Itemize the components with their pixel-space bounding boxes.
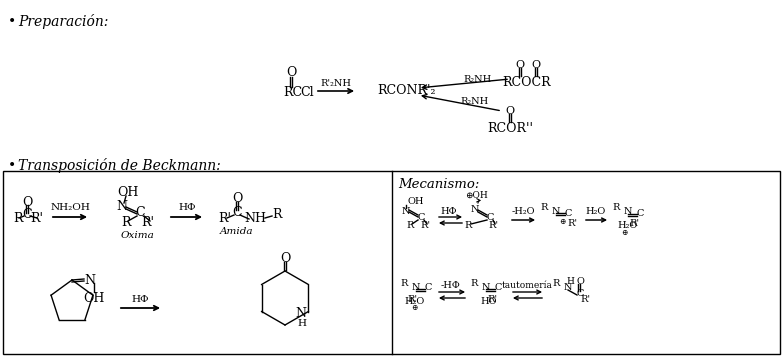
Text: NH: NH: [244, 213, 266, 226]
Text: •: •: [8, 158, 16, 172]
Text: N: N: [471, 204, 479, 213]
Text: RCOR'': RCOR'': [487, 122, 533, 135]
Text: N: N: [564, 283, 572, 291]
Text: H₂O: H₂O: [586, 206, 606, 216]
Text: O: O: [280, 252, 290, 265]
Text: R': R': [487, 296, 497, 304]
Text: R': R': [218, 213, 232, 226]
Text: -HΦ: -HΦ: [440, 282, 460, 291]
Text: R': R': [580, 296, 590, 304]
Text: NH₂OH: NH₂OH: [50, 204, 90, 213]
Text: R': R': [488, 221, 498, 230]
Text: N: N: [552, 208, 561, 217]
Text: R₂NH: R₂NH: [460, 97, 489, 106]
Text: ⊕: ⊕: [559, 218, 565, 226]
Text: tautomería: tautomería: [502, 282, 553, 291]
Text: HΦ: HΦ: [441, 206, 457, 216]
Text: C: C: [22, 209, 32, 222]
Text: R': R': [629, 219, 639, 229]
Text: N: N: [402, 206, 410, 216]
Text: -H₂O: -H₂O: [511, 206, 535, 216]
Text: HΦ: HΦ: [132, 295, 149, 304]
Text: O: O: [286, 66, 296, 79]
Text: OH: OH: [117, 186, 139, 199]
Text: R: R: [272, 208, 282, 221]
Text: Oxima: Oxima: [120, 231, 154, 239]
Text: C: C: [576, 288, 583, 297]
Text: O: O: [515, 60, 525, 70]
Text: N: N: [482, 283, 490, 291]
Text: Transposición de Beckmann:: Transposición de Beckmann:: [18, 158, 221, 173]
Text: R: R: [401, 278, 408, 287]
FancyBboxPatch shape: [3, 171, 780, 354]
Text: HΦ: HΦ: [179, 204, 196, 213]
Text: R: R: [406, 221, 413, 230]
Text: O: O: [232, 192, 242, 205]
Text: Cl: Cl: [300, 86, 314, 99]
Text: R: R: [121, 216, 131, 229]
Text: H: H: [566, 277, 574, 286]
Text: R': R': [31, 212, 44, 225]
Text: N: N: [85, 274, 96, 287]
Text: N: N: [412, 283, 420, 291]
Text: O: O: [576, 277, 584, 286]
Text: ⊕: ⊕: [621, 229, 627, 237]
Text: R: R: [553, 278, 560, 287]
Text: N: N: [624, 208, 633, 217]
Text: R: R: [540, 204, 548, 213]
Text: C: C: [637, 209, 644, 217]
Text: OH: OH: [83, 292, 105, 305]
Text: R': R': [142, 216, 154, 229]
Text: HO: HO: [480, 296, 496, 305]
Text: N: N: [295, 307, 306, 320]
Text: R: R: [471, 278, 478, 287]
Text: R': R': [420, 221, 430, 230]
Text: C: C: [486, 213, 494, 222]
Text: H₂O: H₂O: [404, 296, 424, 305]
Text: R: R: [464, 221, 471, 230]
Text: Preparación:: Preparación:: [18, 14, 108, 29]
Text: C: C: [424, 283, 431, 292]
Text: O: O: [506, 106, 514, 116]
Text: OH: OH: [408, 197, 424, 206]
Text: ⊕: ⊕: [411, 304, 417, 312]
Text: RC: RC: [283, 86, 302, 99]
Text: O: O: [532, 60, 540, 70]
Text: O: O: [22, 196, 32, 209]
Text: R: R: [612, 204, 620, 213]
Text: C: C: [417, 213, 424, 222]
Text: C: C: [494, 283, 502, 292]
Text: •: •: [8, 14, 16, 28]
Text: RCONR'₂: RCONR'₂: [377, 84, 435, 97]
Text: R': R': [407, 295, 417, 304]
Text: R'₂NH: R'₂NH: [320, 78, 352, 87]
Text: Mecanismo:: Mecanismo:: [398, 178, 479, 191]
Text: RCOCR: RCOCR: [503, 75, 551, 88]
Text: R': R': [567, 219, 577, 229]
Text: C: C: [135, 206, 145, 219]
Text: C: C: [565, 209, 572, 217]
Text: C: C: [233, 206, 242, 219]
Text: R₂NH: R₂NH: [463, 74, 491, 83]
Text: H₂O: H₂O: [617, 222, 637, 231]
Text: H: H: [298, 319, 306, 328]
Text: ⊕OH: ⊕OH: [464, 191, 487, 200]
Text: Amida: Amida: [220, 227, 254, 236]
Text: R: R: [13, 212, 23, 225]
Text: N: N: [117, 200, 128, 213]
